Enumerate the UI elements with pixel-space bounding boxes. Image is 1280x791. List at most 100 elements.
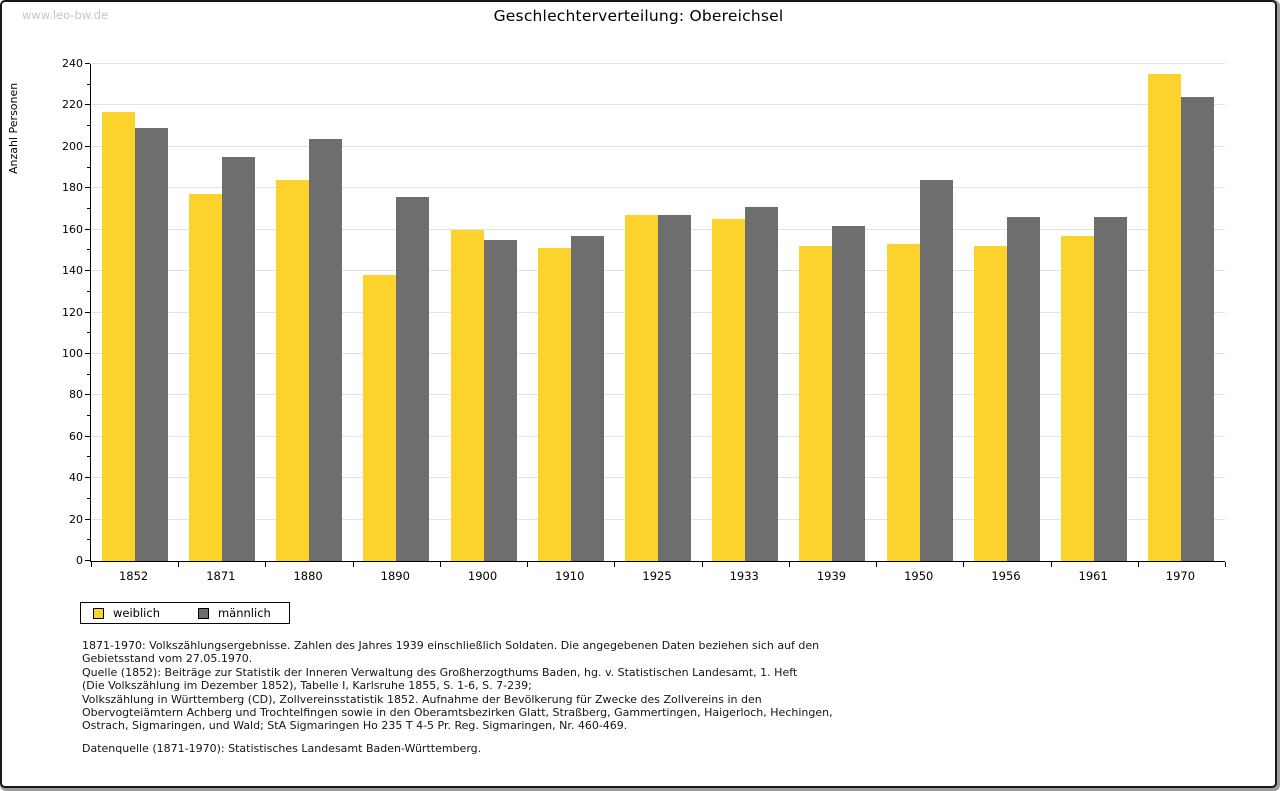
y-minor-tick-10	[87, 539, 90, 541]
x-tick-5	[527, 562, 529, 567]
bar-weiblich-1939	[799, 246, 833, 561]
bar-group-1871	[178, 64, 265, 561]
y-axis-tick-label-20: 20	[69, 512, 83, 526]
chart-title: Geschlechterverteilung: Obereichsel	[493, 7, 784, 25]
x-axis-label-1970: 1970	[1165, 569, 1196, 583]
legend-item-männlich: männlich	[197, 606, 271, 620]
y-axis-tick-label-120: 120	[62, 305, 83, 319]
x-axis-label-1871: 1871	[206, 569, 236, 583]
footnote-line-3: Quelle (1852): Beiträge zur Statistik de…	[82, 665, 798, 679]
y-tick-120	[85, 311, 90, 313]
gridline-180	[91, 187, 1225, 189]
legend-label: weiblich	[113, 606, 160, 620]
watermark: www.leo-bw.de	[22, 8, 109, 22]
x-axis-label-1880: 1880	[293, 569, 323, 583]
bar-group-1852	[91, 64, 178, 561]
bar-weiblich-1933	[712, 219, 746, 561]
bar-group-1939	[789, 64, 876, 561]
x-axis-label-1852: 1852	[118, 569, 149, 583]
x-axis-label-1890: 1890	[380, 569, 410, 583]
x-axis-label-1961: 1961	[1078, 569, 1108, 583]
y-minor-tick-50	[87, 456, 90, 458]
y-tick-80	[85, 394, 90, 396]
footnote-line-7: Ostrach, Sigmaringen, und Wald; StA Sigm…	[82, 719, 628, 733]
gridline-240	[91, 63, 1225, 64]
footnote-line-4: (Die Volkszählung im Dezember 1852), Tab…	[82, 679, 532, 693]
x-axis-label-1933: 1933	[729, 569, 759, 583]
y-axis-tick-label-60: 60	[69, 429, 83, 443]
bar-group-1933	[702, 64, 789, 561]
y-tick-240	[85, 63, 90, 64]
bar-männlich-1933	[745, 206, 779, 561]
bar-weiblich-1925	[625, 215, 659, 561]
y-tick-0	[85, 560, 90, 561]
y-axis-tick-label-40: 40	[69, 471, 83, 485]
y-tick-220	[85, 104, 90, 106]
datasource-line: Datenquelle (1871-1970): Statistisches L…	[82, 742, 482, 755]
y-minor-tick-210	[87, 125, 90, 127]
bar-männlich-1925	[658, 215, 692, 561]
x-tick-11	[1050, 562, 1052, 567]
y-axis-title: Anzahl Personen	[7, 82, 20, 174]
footnote-line-5: Volkszählung in Württemberg (CD), Zollve…	[82, 692, 762, 706]
bar-weiblich-1871	[188, 194, 222, 561]
y-tick-200	[85, 145, 90, 147]
bar-weiblich-1910	[537, 248, 571, 561]
bar-group-1910	[527, 64, 614, 561]
y-tick-40	[85, 477, 90, 479]
y-axis-tick-label-180: 180	[62, 181, 83, 195]
bar-männlich-1880	[309, 138, 343, 561]
bar-group-1970	[1138, 64, 1225, 561]
x-tick-2	[265, 562, 267, 567]
x-axis-label-1956: 1956	[991, 569, 1021, 583]
y-minor-tick-70	[87, 415, 90, 417]
x-axis-label-1950: 1950	[904, 569, 934, 583]
x-tick-13	[1225, 562, 1226, 567]
bar-männlich-1900	[483, 240, 517, 561]
gridline-200	[91, 145, 1225, 147]
gridline-220	[91, 104, 1225, 106]
bar-männlich-1852	[134, 128, 168, 561]
legend-item-weiblich: weiblich	[93, 606, 160, 620]
bar-männlich-1871	[221, 157, 255, 561]
x-tick-12	[1137, 562, 1139, 567]
bar-männlich-1961	[1094, 217, 1128, 561]
footnote-line-6: Obervogteiämtern Achberg und Trochtelfin…	[82, 706, 833, 720]
y-minor-tick-230	[87, 83, 90, 85]
y-minor-tick-190	[87, 166, 90, 168]
y-tick-160	[85, 228, 90, 230]
x-axis-label-1910: 1910	[555, 569, 585, 583]
y-minor-tick-130	[87, 290, 90, 292]
y-axis-tick-label-80: 80	[69, 388, 83, 402]
bar-weiblich-1852	[101, 111, 135, 561]
y-minor-tick-90	[87, 373, 90, 375]
legend-label: männlich	[217, 606, 271, 620]
bar-weiblich-1890	[363, 275, 397, 561]
bar-weiblich-1956	[973, 246, 1007, 561]
bar-group-1900	[440, 64, 527, 561]
bar-group-1880	[265, 64, 352, 561]
bar-männlich-1956	[1006, 217, 1040, 561]
y-axis-tick-label-140: 140	[62, 264, 83, 278]
y-tick-180	[85, 187, 90, 189]
y-axis-tick-label-100: 100	[62, 346, 83, 360]
y-axis-tick-label-240: 240	[62, 57, 83, 70]
bar-group-1956	[963, 64, 1050, 561]
bar-männlich-1910	[570, 235, 604, 561]
y-minor-tick-150	[87, 249, 90, 251]
bar-männlich-1950	[919, 179, 953, 561]
bar-weiblich-1950	[886, 244, 920, 561]
x-tick-6	[614, 562, 616, 567]
bar-männlich-1970	[1181, 97, 1215, 561]
bar-weiblich-1961	[1061, 235, 1095, 561]
footnotes: 1871-1970: Volkszählungsergebnisse. Zahl…	[82, 639, 833, 733]
x-tick-3	[352, 562, 354, 567]
legend: weiblich männlich	[80, 602, 290, 624]
legend-swatch-icon	[93, 607, 104, 619]
bar-weiblich-1970	[1148, 74, 1182, 561]
bar-series	[91, 64, 1225, 561]
y-tick-140	[85, 270, 90, 272]
y-axis-tick-label-220: 220	[62, 98, 83, 112]
bar-männlich-1939	[832, 225, 866, 561]
